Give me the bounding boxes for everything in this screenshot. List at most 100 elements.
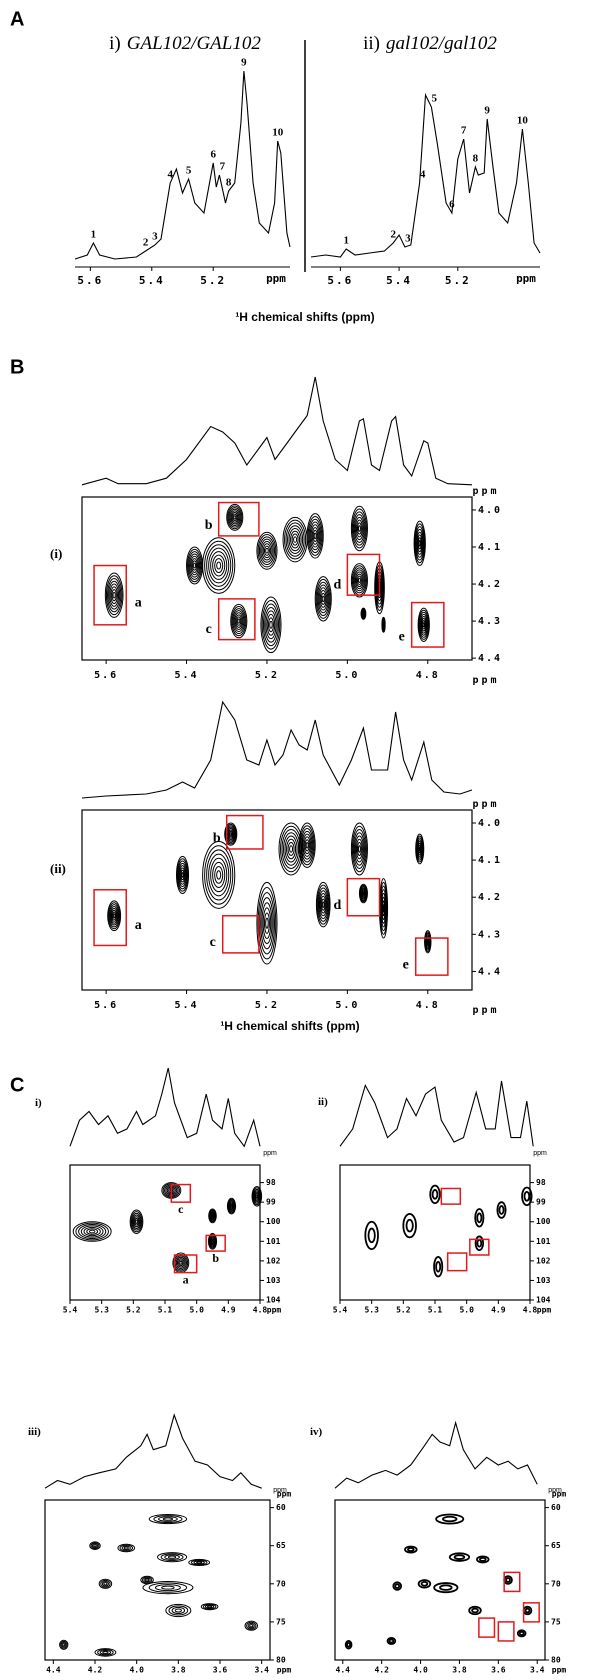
contour-ring xyxy=(232,608,246,635)
contour-ring xyxy=(168,1605,189,1616)
contour-ring xyxy=(476,1238,483,1248)
contour-ring xyxy=(208,547,230,584)
contour-ring xyxy=(231,512,239,523)
panel-sublabel: iv) xyxy=(310,1426,323,1438)
box-label: a xyxy=(183,1272,189,1286)
x-tick-label: 5.4 xyxy=(175,670,199,681)
contour-ring xyxy=(304,839,310,852)
x-tick-label: 5.6 xyxy=(94,670,118,681)
contour-ring xyxy=(417,1579,432,1589)
contour-ring xyxy=(416,531,424,555)
highlight-box xyxy=(170,1183,192,1203)
box-label: b xyxy=(212,1251,219,1265)
contour-ring xyxy=(227,505,243,530)
contour-ring xyxy=(255,1194,259,1199)
contour-ring xyxy=(229,508,241,526)
cross-peak xyxy=(256,881,278,965)
x-tick-label: 5.4 xyxy=(333,1306,348,1315)
plot-frame xyxy=(81,496,473,661)
contour-ring xyxy=(134,1217,139,1226)
contour-ring xyxy=(211,1239,214,1243)
contour-ring xyxy=(257,886,277,960)
contour-ring xyxy=(320,895,327,914)
spectrum-line xyxy=(74,70,291,260)
contour-ring xyxy=(228,1201,235,1212)
contour-ring xyxy=(285,522,305,557)
highlight-box xyxy=(446,1252,468,1272)
y-unit: ppm xyxy=(552,1490,567,1499)
contour-ring xyxy=(302,833,312,857)
x-tick-label: 5.4 xyxy=(139,274,165,287)
x-tick-label: 3.4 xyxy=(530,1666,545,1675)
contour-ring xyxy=(162,1517,174,1521)
contour-ring xyxy=(101,1581,110,1587)
cross-peak xyxy=(424,930,432,954)
contour-ring xyxy=(233,610,245,633)
contour-ring xyxy=(235,614,243,628)
contour-ring xyxy=(229,1202,234,1210)
cross-peak xyxy=(474,1235,485,1252)
contour-ring xyxy=(260,897,274,950)
contour-ring xyxy=(305,841,309,849)
cross-peak xyxy=(474,1208,485,1228)
contour-ring xyxy=(105,575,123,616)
contour-ring xyxy=(145,1578,150,1582)
contour-ring xyxy=(153,1515,183,1523)
contour-ring xyxy=(210,1238,215,1245)
cross-peak xyxy=(202,841,236,909)
sublabel-text: i) xyxy=(109,33,121,54)
contour-ring xyxy=(404,1545,418,1554)
contour-ring xyxy=(210,1213,215,1219)
contour-ring xyxy=(344,1640,353,1650)
contour-ring xyxy=(309,521,321,551)
contour-ring xyxy=(415,528,424,558)
y-tick-label: 104 xyxy=(536,1296,551,1305)
contour-ring xyxy=(353,569,365,592)
contour-ring xyxy=(269,620,273,629)
cross-peak xyxy=(435,1513,465,1525)
contour-ring xyxy=(252,1188,261,1204)
x-tick-label: 5.0 xyxy=(335,1000,359,1011)
contour-ring xyxy=(247,1622,255,1629)
cross-peak xyxy=(350,822,368,876)
contour-ring xyxy=(188,551,202,580)
cross-peak xyxy=(314,576,332,622)
contour-ring xyxy=(416,839,423,859)
box-label: c xyxy=(206,622,212,637)
spectrum-line xyxy=(334,1420,538,1489)
x-tick-label: 5.2 xyxy=(200,274,226,287)
contour-ring xyxy=(244,1620,258,1631)
contour-ring xyxy=(357,577,361,583)
x-tick-label: 5.4 xyxy=(175,1000,199,1011)
cross-peak xyxy=(89,1541,101,1551)
contour-ring xyxy=(175,1256,186,1269)
cross-peak xyxy=(417,607,430,642)
x-axis-label: ¹H chemical shifts (ppm) xyxy=(220,1019,359,1033)
panel-label: C xyxy=(10,1074,24,1096)
cross-peak xyxy=(503,1575,513,1585)
x-tick-label: 5.6 xyxy=(77,274,103,287)
plot-frame xyxy=(81,809,473,991)
panel-sublabel: i) xyxy=(35,1097,42,1109)
contour-ring xyxy=(476,1555,490,1564)
y-tick-label: 4.1 xyxy=(478,542,502,553)
contour-ring xyxy=(129,1209,144,1234)
highlight-box xyxy=(173,1254,198,1274)
cross-peak xyxy=(417,1579,432,1589)
contour-ring xyxy=(224,822,238,846)
contour-ring xyxy=(179,865,187,885)
cross-peak xyxy=(392,1581,403,1591)
contour-ring xyxy=(431,1189,439,1200)
x-tick-label: 5.0 xyxy=(459,1306,474,1315)
contour-ring xyxy=(298,822,316,869)
cross-peak xyxy=(315,881,331,928)
contour-ring xyxy=(521,1186,533,1207)
cross-peak xyxy=(429,1184,441,1205)
contour-ring xyxy=(131,1212,142,1231)
contour-ring xyxy=(354,835,364,863)
contour-ring xyxy=(260,596,282,654)
contour-ring xyxy=(394,1583,401,1589)
contour-ring xyxy=(226,1197,237,1215)
cross-peak xyxy=(165,1603,192,1618)
peak-label: 1 xyxy=(91,229,97,241)
